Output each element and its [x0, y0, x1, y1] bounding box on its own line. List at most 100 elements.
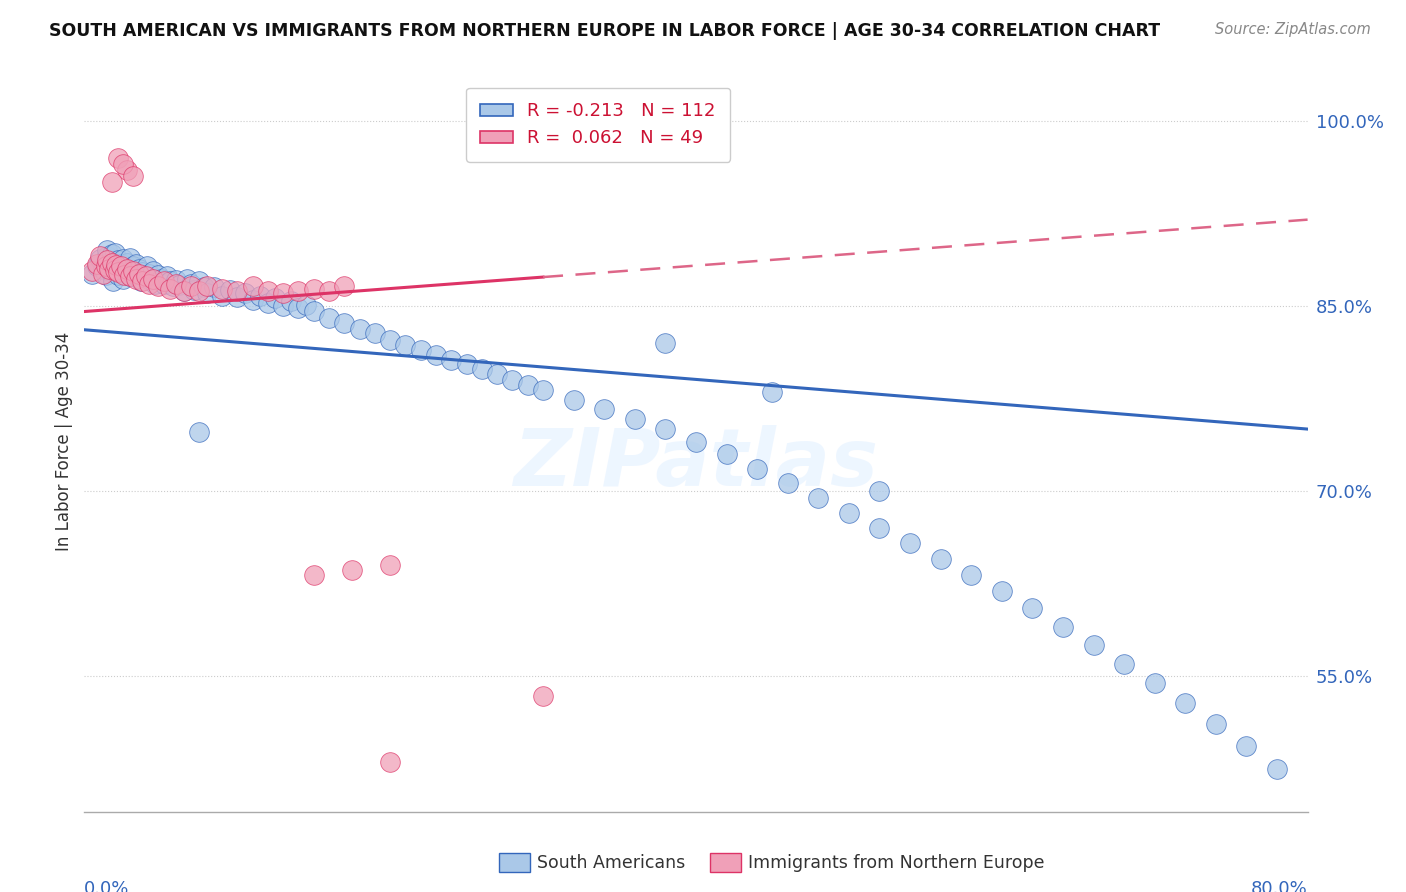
Point: [125, 257, 148, 271]
Point: [380, 558, 402, 572]
Point: [120, 251, 142, 265]
Point: [176, 271, 198, 285]
Point: [242, 293, 264, 307]
Text: 0.0%: 0.0%: [84, 880, 129, 892]
Text: SOUTH AMERICAN VS IMMIGRANTS FROM NORTHERN EUROPE IN LABOR FORCE | AGE 30-34 COR: SOUTH AMERICAN VS IMMIGRANTS FROM NORTHE…: [49, 22, 1160, 40]
Point: [127, 268, 149, 282]
Point: [135, 270, 157, 285]
Point: [165, 273, 187, 287]
Point: [364, 326, 387, 340]
Point: [91, 261, 114, 276]
Point: [318, 284, 340, 298]
Point: [153, 274, 176, 288]
Point: [180, 279, 202, 293]
Point: [302, 281, 325, 295]
Point: [107, 253, 129, 268]
Point: [156, 269, 179, 284]
Point: [380, 334, 402, 348]
Point: [761, 385, 783, 400]
Point: [188, 284, 211, 298]
Point: [929, 551, 952, 566]
Point: [89, 250, 111, 264]
Point: [111, 252, 134, 266]
Point: [1052, 620, 1074, 634]
Point: [146, 268, 169, 282]
Point: [131, 265, 153, 279]
Point: [1114, 657, 1136, 671]
Point: [89, 252, 111, 266]
Point: [531, 383, 554, 397]
Text: Immigrants from Northern Europe: Immigrants from Northern Europe: [748, 854, 1045, 871]
Point: [456, 357, 478, 371]
Point: [104, 263, 127, 277]
Point: [257, 296, 280, 310]
Point: [869, 483, 891, 498]
Point: [271, 286, 294, 301]
Point: [218, 283, 240, 297]
Point: [143, 277, 166, 291]
Point: [333, 279, 356, 293]
Point: [226, 290, 249, 304]
Point: [295, 297, 318, 311]
Point: [97, 255, 120, 269]
Point: [153, 277, 176, 291]
Point: [173, 284, 195, 298]
Point: [233, 286, 256, 301]
Point: [287, 284, 309, 298]
Point: [654, 422, 676, 436]
Point: [107, 151, 129, 165]
Point: [122, 264, 145, 278]
Point: [94, 268, 117, 282]
Point: [271, 299, 294, 313]
Point: [531, 689, 554, 703]
Point: [898, 535, 921, 549]
Point: [624, 412, 647, 426]
Point: [139, 273, 162, 287]
Text: South Americans: South Americans: [537, 854, 685, 871]
Point: [101, 247, 124, 261]
Point: [115, 255, 138, 269]
Point: [167, 277, 190, 292]
Point: [120, 269, 142, 284]
Point: [146, 279, 169, 293]
Point: [471, 361, 494, 376]
Point: [142, 271, 165, 285]
Point: [776, 476, 799, 491]
Point: [108, 257, 131, 271]
Point: [562, 392, 585, 407]
Text: 80.0%: 80.0%: [1251, 880, 1308, 892]
Point: [165, 277, 187, 291]
Point: [249, 289, 271, 303]
Point: [98, 264, 121, 278]
Point: [136, 260, 159, 274]
Point: [124, 264, 146, 278]
Point: [159, 281, 181, 295]
Point: [107, 265, 129, 279]
Point: [1143, 676, 1166, 690]
Point: [1021, 601, 1043, 615]
Point: [1174, 696, 1197, 710]
Point: [211, 289, 233, 303]
Point: [211, 281, 233, 295]
Point: [121, 267, 143, 281]
Point: [202, 280, 225, 294]
Point: [349, 322, 371, 336]
Point: [340, 563, 363, 577]
Text: Source: ZipAtlas.com: Source: ZipAtlas.com: [1215, 22, 1371, 37]
Point: [195, 279, 218, 293]
Point: [486, 367, 509, 381]
Point: [394, 338, 416, 352]
Point: [318, 311, 340, 326]
Point: [101, 255, 124, 269]
Point: [149, 271, 172, 285]
Point: [115, 261, 138, 276]
Point: [138, 277, 160, 291]
Point: [257, 284, 280, 298]
Point: [409, 343, 432, 358]
Point: [333, 316, 356, 330]
Point: [188, 274, 211, 288]
Point: [110, 260, 132, 274]
Point: [159, 274, 181, 288]
Point: [1205, 717, 1227, 731]
Point: [128, 261, 150, 276]
